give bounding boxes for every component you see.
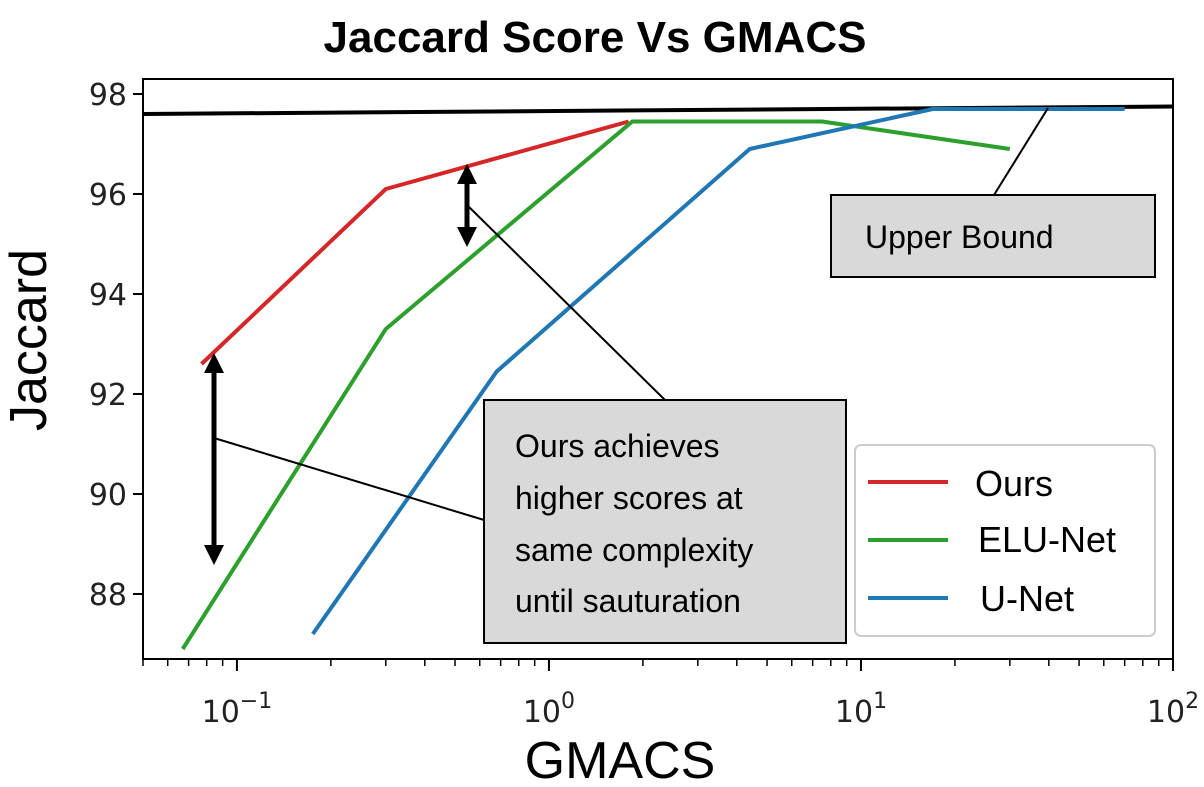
leader-line-large-arrow: [213, 437, 485, 521]
y-tick-label: 98: [89, 78, 127, 113]
gap-annotation-line-1: Ours achieves: [515, 428, 720, 464]
plot-frame: [142, 78, 1174, 660]
x-axis: 10−1 100 101 102: [142, 659, 1199, 730]
leader-line-small-arrow: [466, 204, 666, 401]
gap-annotation-line-3: same complexity: [515, 532, 753, 568]
series-line-ours: [200, 119, 630, 366]
y-tick-label: 90: [89, 478, 127, 513]
y-tick-label: 96: [89, 178, 127, 213]
chart-title: Jaccard Score Vs GMACS: [324, 13, 867, 62]
series-line-u-net: [311, 107, 1125, 636]
legend: Ours ELU-Net U-Net: [854, 444, 1156, 637]
x-tick-label: 10−1: [202, 689, 273, 730]
legend-label-elu-net: ELU-Net: [978, 519, 1116, 560]
y-tick-label: 94: [89, 278, 127, 313]
x-tick-label: 100: [523, 689, 575, 730]
y-tick-label: 88: [89, 578, 127, 613]
legend-label-ours: Ours: [975, 463, 1053, 504]
series-group: [142, 104, 1174, 651]
x-axis-label: GMACS: [525, 732, 716, 787]
leader-line-upper-bound: [993, 107, 1049, 196]
x-tick-label: 102: [1147, 689, 1199, 730]
gap-annotation: Ours achieves higher scores at same comp…: [483, 399, 847, 644]
y-tick-label: 92: [89, 378, 127, 413]
y-axis-label: Jaccard: [0, 249, 58, 431]
series-line-elu-net: [181, 119, 1011, 651]
upper-bound-annotation: Upper Bound: [830, 194, 1156, 278]
gap-annotation-line-2: higher scores at: [515, 480, 743, 516]
upper-bound-annotation-text: Upper Bound: [865, 219, 1054, 255]
gap-annotation-line-4: until sauturation: [515, 583, 741, 619]
legend-label-u-net: U-Net: [980, 578, 1074, 619]
x-tick-label: 101: [835, 689, 887, 730]
y-axis: 88 90 92 94 96 98: [89, 78, 143, 613]
